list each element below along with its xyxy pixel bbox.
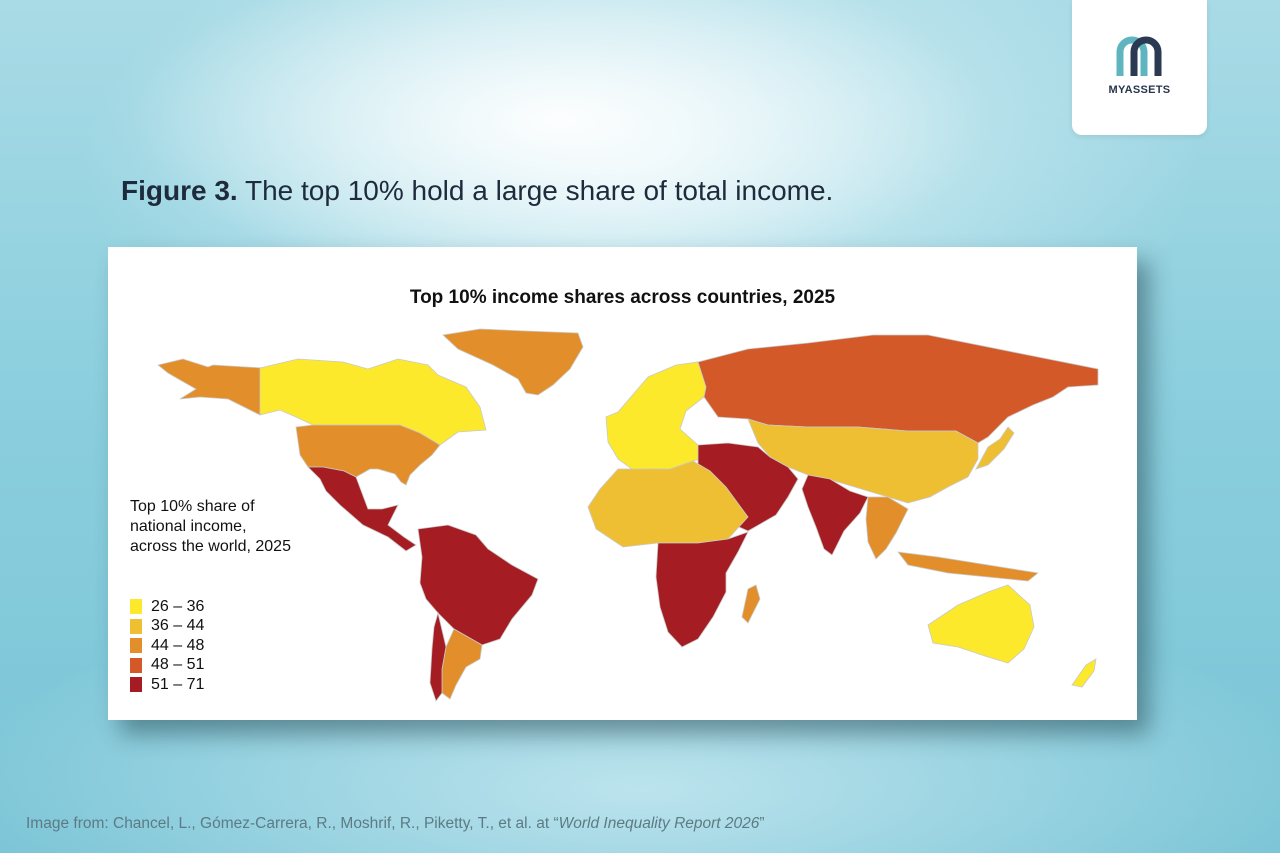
figure-caption-text: The top 10% hold a large share of total … <box>237 175 834 206</box>
legend-label: 44 – 48 <box>151 636 205 654</box>
region-canada <box>259 358 487 446</box>
legend-title-line: across the world, 2025 <box>130 538 291 555</box>
legend: 26 – 36 36 – 44 44 – 48 48 – 51 51 – 71 <box>130 597 204 695</box>
legend-swatch <box>130 638 142 654</box>
legend-title-line: national income, <box>130 518 247 535</box>
legend-swatch <box>130 618 142 634</box>
map-card: Top 10% income shares across countries, … <box>108 247 1137 720</box>
region-new-zealand <box>1071 658 1097 688</box>
myassets-logo-icon <box>1116 36 1162 76</box>
legend-title-line: Top 10% share of <box>130 498 255 515</box>
source-suffix: ” <box>759 815 765 832</box>
legend-label: 51 – 71 <box>151 675 205 693</box>
source-title: World Inequality Report 2026 <box>558 815 760 832</box>
figure-label: Figure 3. <box>121 175 238 206</box>
source-prefix: Image from: Chancel, L., Gómez-Carrera, … <box>26 815 559 832</box>
legend-label: 48 – 51 <box>151 656 205 674</box>
region-japan <box>975 426 1015 470</box>
region-greenland <box>442 328 584 396</box>
source-credit: Image from: Chancel, L., Gómez-Carrera, … <box>26 815 765 833</box>
region-australia <box>927 584 1035 664</box>
region-madagascar <box>741 584 761 624</box>
region-indonesia <box>897 551 1039 582</box>
figure-caption: Figure 3. The top 10% hold a large share… <box>121 175 833 207</box>
region-chile <box>429 611 447 702</box>
region-alaska <box>157 358 264 416</box>
legend-item: 44 – 48 <box>130 636 204 656</box>
map-title: Top 10% income shares across countries, … <box>409 287 836 308</box>
legend-swatch <box>130 599 142 615</box>
region-europe <box>605 361 711 473</box>
legend-swatch <box>130 657 142 673</box>
region-southeast-asia <box>865 496 909 560</box>
region-india <box>801 474 869 556</box>
legend-label: 36 – 44 <box>151 617 205 635</box>
region-mexico-central-america <box>307 466 417 552</box>
legend-swatch <box>130 677 142 693</box>
legend-label: 26 – 36 <box>151 597 205 615</box>
region-north-africa <box>587 460 749 548</box>
legend-item: 51 – 71 <box>130 675 204 695</box>
legend-title: Top 10% share of national income, across… <box>130 497 350 557</box>
world-map <box>157 328 1099 702</box>
legend-item: 48 – 51 <box>130 656 204 676</box>
logo-card: MYASSETS <box>1072 0 1207 135</box>
legend-item: 26 – 36 <box>130 597 204 617</box>
region-central-asia-china <box>747 418 979 504</box>
region-sub-saharan-africa <box>655 531 749 648</box>
legend-item: 36 – 44 <box>130 617 204 637</box>
region-south-america <box>417 524 539 646</box>
logo-text: MYASSETS <box>1108 84 1171 96</box>
